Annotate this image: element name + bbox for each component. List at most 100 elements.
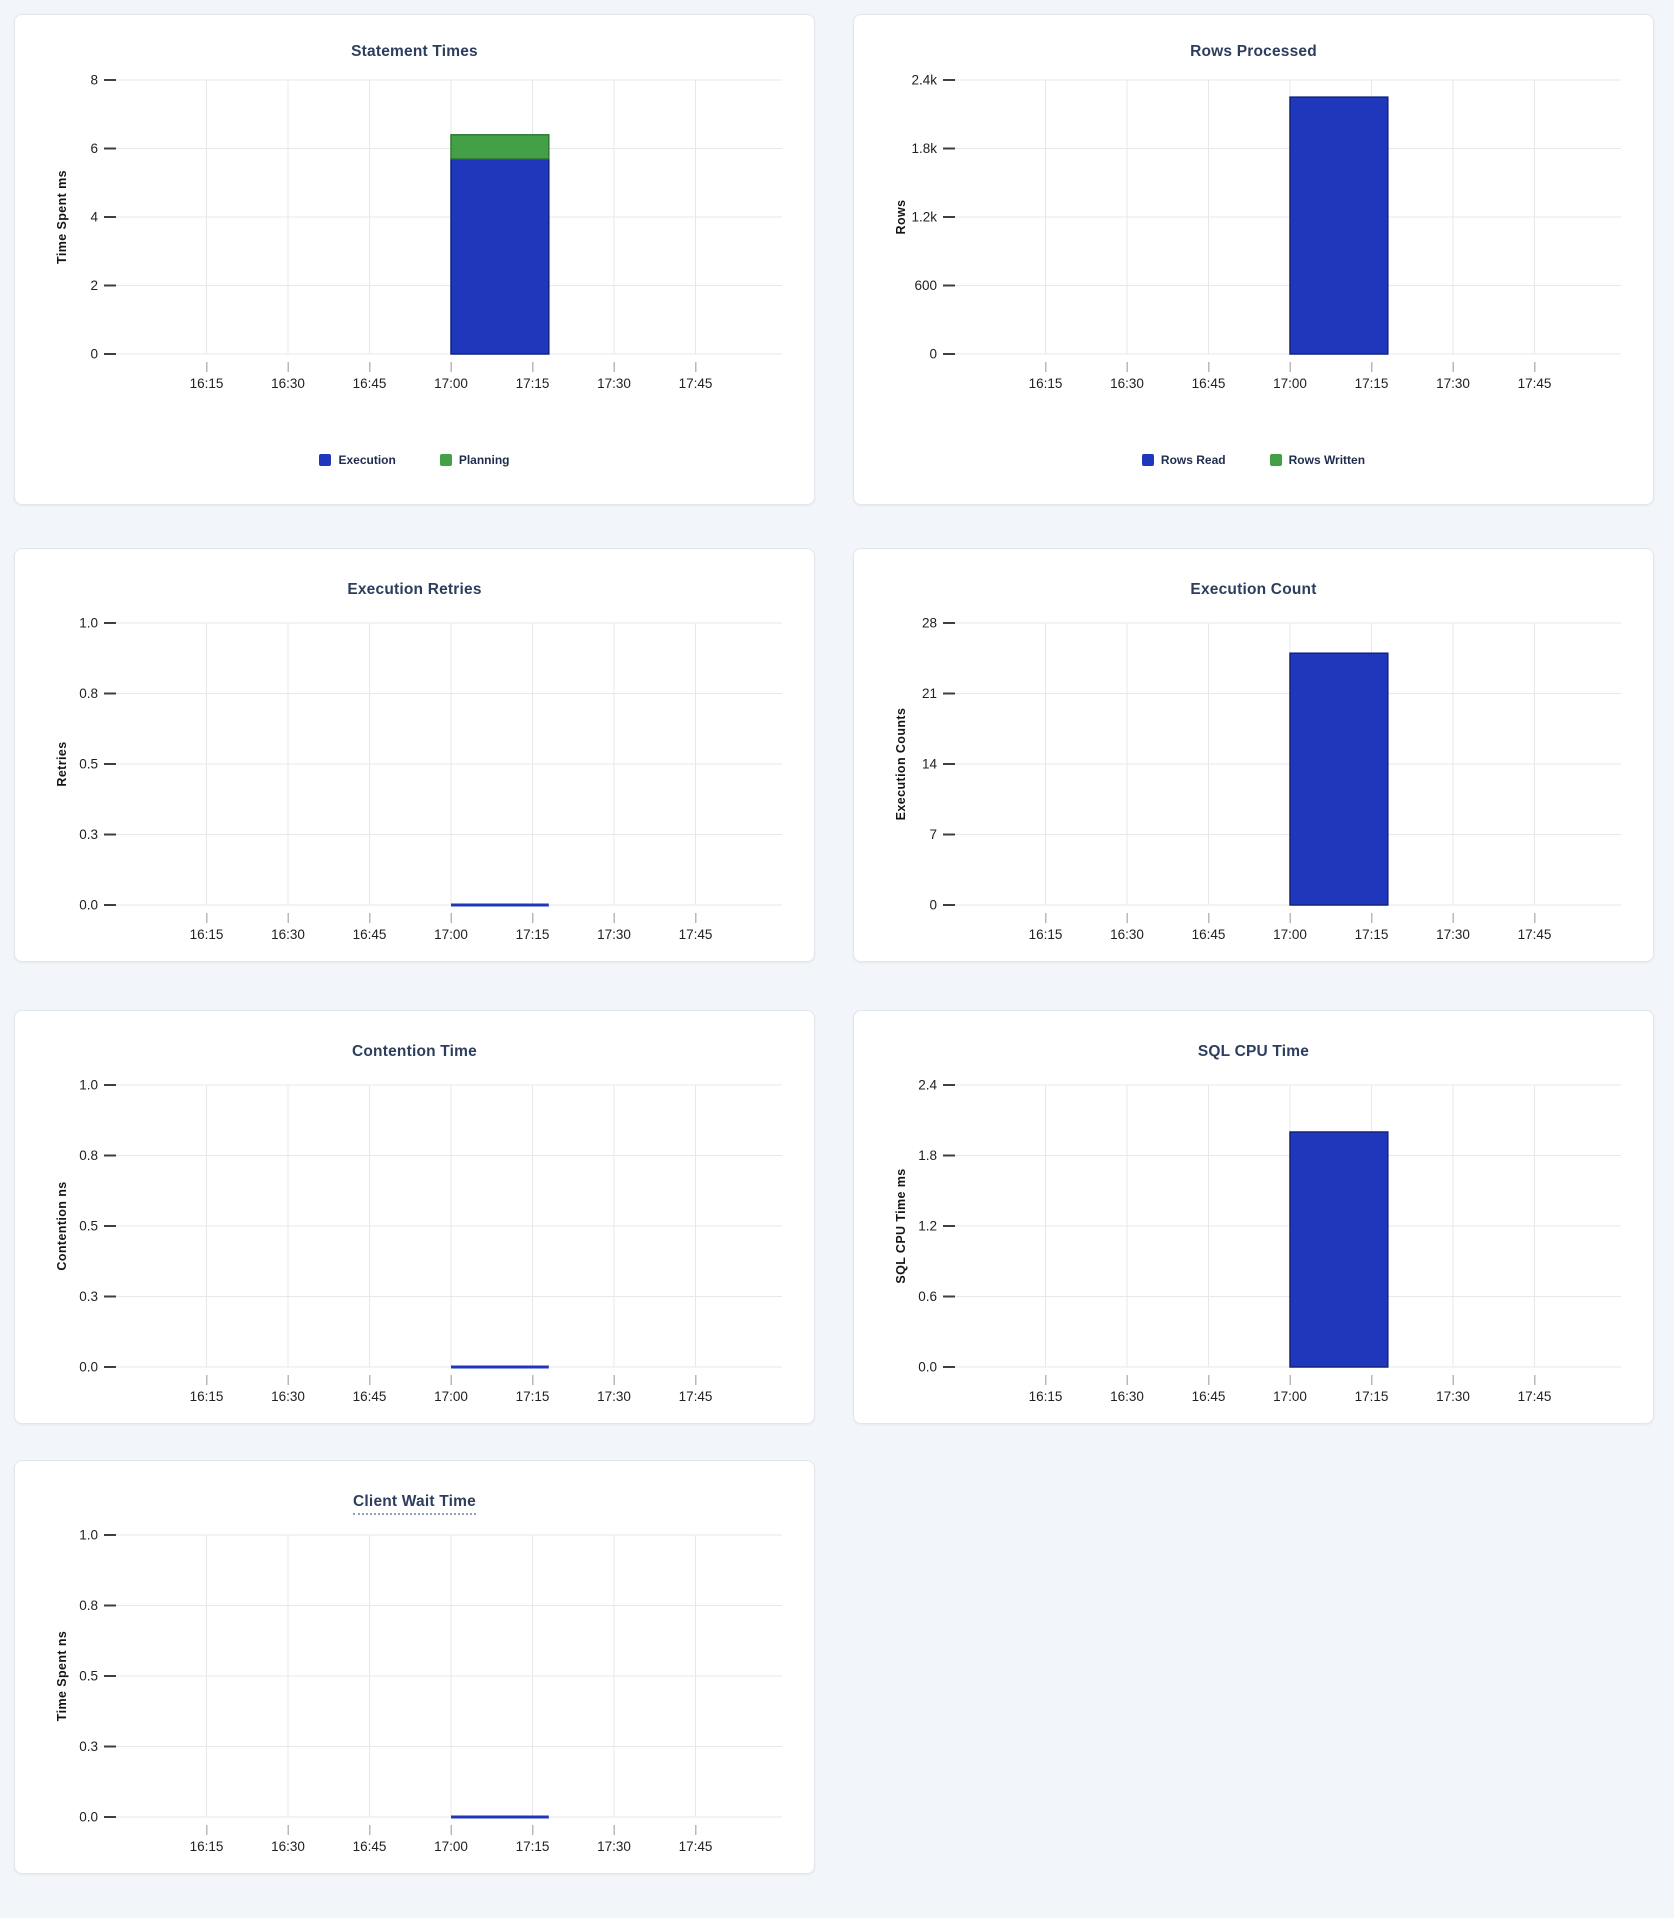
y-tick-label: 1.2	[918, 1219, 937, 1234]
y-tick-label: 0.6	[918, 1289, 937, 1304]
bar-segment-sql-cpu-time[interactable]	[1289, 1131, 1389, 1368]
y-tick-label: 1.2k	[911, 210, 937, 225]
y-axis-label: Time Spent ms	[55, 170, 69, 264]
bar-segment-execution-count[interactable]	[1289, 652, 1389, 906]
x-tick-label: 17:15	[516, 376, 550, 391]
y-tick-label: 0.8	[79, 1598, 98, 1613]
x-tick-label: 16:30	[1110, 927, 1144, 942]
x-tick-label: 16:45	[1192, 1389, 1226, 1404]
x-tick-label: 17:45	[1518, 1389, 1552, 1404]
x-tick-label: 17:30	[597, 376, 631, 391]
legend-item-rows-read[interactable]: Rows Read	[1141, 453, 1226, 467]
chart-panel-rows-processed: Rows Processed Rows 0 600 1.2k 1.8k 2.4k 16:1…	[853, 14, 1654, 505]
x-tick-label: 17:00	[434, 1839, 468, 1854]
x-tick-label: 17:00	[1273, 927, 1307, 942]
chart-title: SQL CPU Time	[1197, 1043, 1310, 1060]
y-tick-label: 1.8	[918, 1148, 937, 1163]
y-tick-label: 2.4k	[911, 73, 937, 88]
x-tick-label: 17:00	[434, 376, 468, 391]
chart-panel-client-wait-time: Client Wait Time Time Spent ns 0.0 0.3 0.5…	[14, 1460, 815, 1874]
x-tick-label: 16:15	[1029, 927, 1063, 942]
x-tick-label: 17:30	[597, 1389, 631, 1404]
y-tick-label: 28	[922, 616, 937, 631]
chart-panel-execution-count: Execution Count Execution Counts 0 7 14 21 2…	[853, 548, 1654, 962]
x-tick-label: 16:15	[1029, 376, 1063, 391]
y-tick-label: 0.0	[79, 898, 98, 913]
x-tick-label: 17:45	[679, 376, 713, 391]
x-tick-label: 17:45	[679, 1839, 713, 1854]
chart-canvas[interactable]: 0.0 0.3 0.5 0.8 1.0 16:15 16:30 16:45 17:00 17:15…	[15, 1461, 814, 1873]
x-tick-label: 16:15	[190, 376, 224, 391]
y-tick-label: 2.4	[918, 1078, 937, 1093]
y-tick-label: 8	[90, 73, 98, 88]
y-tick-label: 0.0	[79, 1360, 98, 1375]
x-tick-label: 16:45	[353, 927, 387, 942]
y-tick-label: 0	[929, 898, 937, 913]
x-tick-label: 17:30	[1436, 1389, 1470, 1404]
x-tick-label: 17:30	[597, 927, 631, 942]
planning-series-swatch-icon	[439, 454, 452, 466]
y-tick-label: 0.8	[79, 686, 98, 701]
chart-canvas[interactable]: 0 2 4 6 8 16:15 16:30 16:45 17:00 17:15 17:30 17:45	[15, 15, 814, 504]
chart-panel-contention-time: Contention Time Contention ns 0.0 0.3 0.5 0…	[14, 1010, 815, 1424]
chart-panel-sql-cpu-time: SQL CPU Time SQL CPU Time ms 0.0 0.6 1.2 1.…	[853, 1010, 1654, 1424]
x-tick-label: 17:00	[434, 927, 468, 942]
legend-item-rows-written[interactable]: Rows Written	[1269, 453, 1366, 467]
chart-title: Execution Count	[1190, 581, 1317, 598]
bar-segment-rows-read[interactable]	[1289, 96, 1389, 355]
y-tick-label: 0	[929, 347, 937, 362]
y-tick-label: 1.0	[79, 616, 98, 631]
bar-segment-planning[interactable]	[450, 134, 550, 160]
x-tick-label: 16:30	[1110, 1389, 1144, 1404]
x-tick-label: 16:30	[1110, 376, 1144, 391]
legend-label: Rows Written	[1288, 453, 1366, 467]
x-tick-label: 16:30	[271, 1839, 305, 1854]
chart-title-with-tooltip[interactable]: Client Wait Time	[15, 1493, 814, 1515]
y-tick-label: 7	[929, 827, 937, 842]
x-tick-label: 17:15	[516, 927, 550, 942]
x-tick-label: 17:00	[1273, 1389, 1307, 1404]
chart-title: Execution Retries	[347, 581, 482, 598]
y-tick-label: 0.0	[918, 1360, 937, 1375]
chart-canvas[interactable]: 0.0 0.3 0.5 0.8 1.0 16:15 16:30 16:45 17:00 17:15…	[15, 549, 814, 961]
y-tick-label: 2	[90, 278, 98, 293]
x-tick-label: 17:15	[1355, 927, 1389, 942]
rows-written-series-swatch-icon	[1269, 454, 1282, 466]
y-tick-label: 4	[90, 210, 98, 225]
x-tick-label: 17:15	[516, 1389, 550, 1404]
chart-canvas[interactable]: 0 7 14 21 28 16:15 16:30 16:45 17:00 17:15 17:30 17…	[854, 549, 1653, 961]
chart-canvas[interactable]: 0 600 1.2k 1.8k 2.4k 16:15 16:30 16:45 17:00 17:1…	[854, 15, 1653, 504]
bar-segment-execution[interactable]	[450, 158, 550, 355]
y-axis-label: Retries	[55, 741, 69, 787]
chart-title: Statement Times	[351, 43, 478, 60]
x-tick-label: 17:30	[1436, 927, 1470, 942]
x-tick-label: 17:00	[434, 1389, 468, 1404]
y-axis-label: Rows	[894, 199, 908, 235]
chart-panel-execution-retries: Execution Retries Retries 0.0 0.3 0.5 0.8 1.…	[14, 548, 815, 962]
chart-canvas[interactable]: 0.0 0.6 1.2 1.8 2.4 16:15 16:30 16:45 17:00 17:15…	[854, 1011, 1653, 1423]
y-tick-label: 0.5	[79, 1669, 98, 1684]
y-tick-label: 0.0	[79, 1810, 98, 1825]
x-tick-label: 17:45	[679, 1389, 713, 1404]
x-tick-label: 16:15	[190, 1839, 224, 1854]
y-tick-label: 0.5	[79, 757, 98, 772]
legend-item-planning[interactable]: Planning	[439, 453, 510, 467]
x-tick-label: 16:15	[190, 1389, 224, 1404]
x-tick-label: 17:30	[1436, 376, 1470, 391]
y-tick-label: 0	[90, 347, 98, 362]
x-tick-label: 16:30	[271, 1389, 305, 1404]
y-tick-label: 14	[922, 757, 938, 772]
x-tick-label: 17:15	[516, 1839, 550, 1854]
x-tick-label: 16:15	[1029, 1389, 1063, 1404]
y-axis-label: Contention ns	[55, 1181, 69, 1271]
legend-item-execution[interactable]: Execution	[319, 453, 396, 467]
x-tick-label: 16:45	[1192, 376, 1226, 391]
execution-series-swatch-icon	[319, 454, 332, 466]
x-tick-label: 16:30	[271, 376, 305, 391]
rows-read-series-swatch-icon	[1141, 454, 1154, 466]
x-tick-label: 17:45	[679, 927, 713, 942]
chart-canvas[interactable]: 0.0 0.3 0.5 0.8 1.0 16:15 16:30 16:45 17:00 17:15…	[15, 1011, 814, 1423]
x-tick-label: 16:45	[1192, 927, 1226, 942]
x-tick-label: 17:15	[1355, 1389, 1389, 1404]
